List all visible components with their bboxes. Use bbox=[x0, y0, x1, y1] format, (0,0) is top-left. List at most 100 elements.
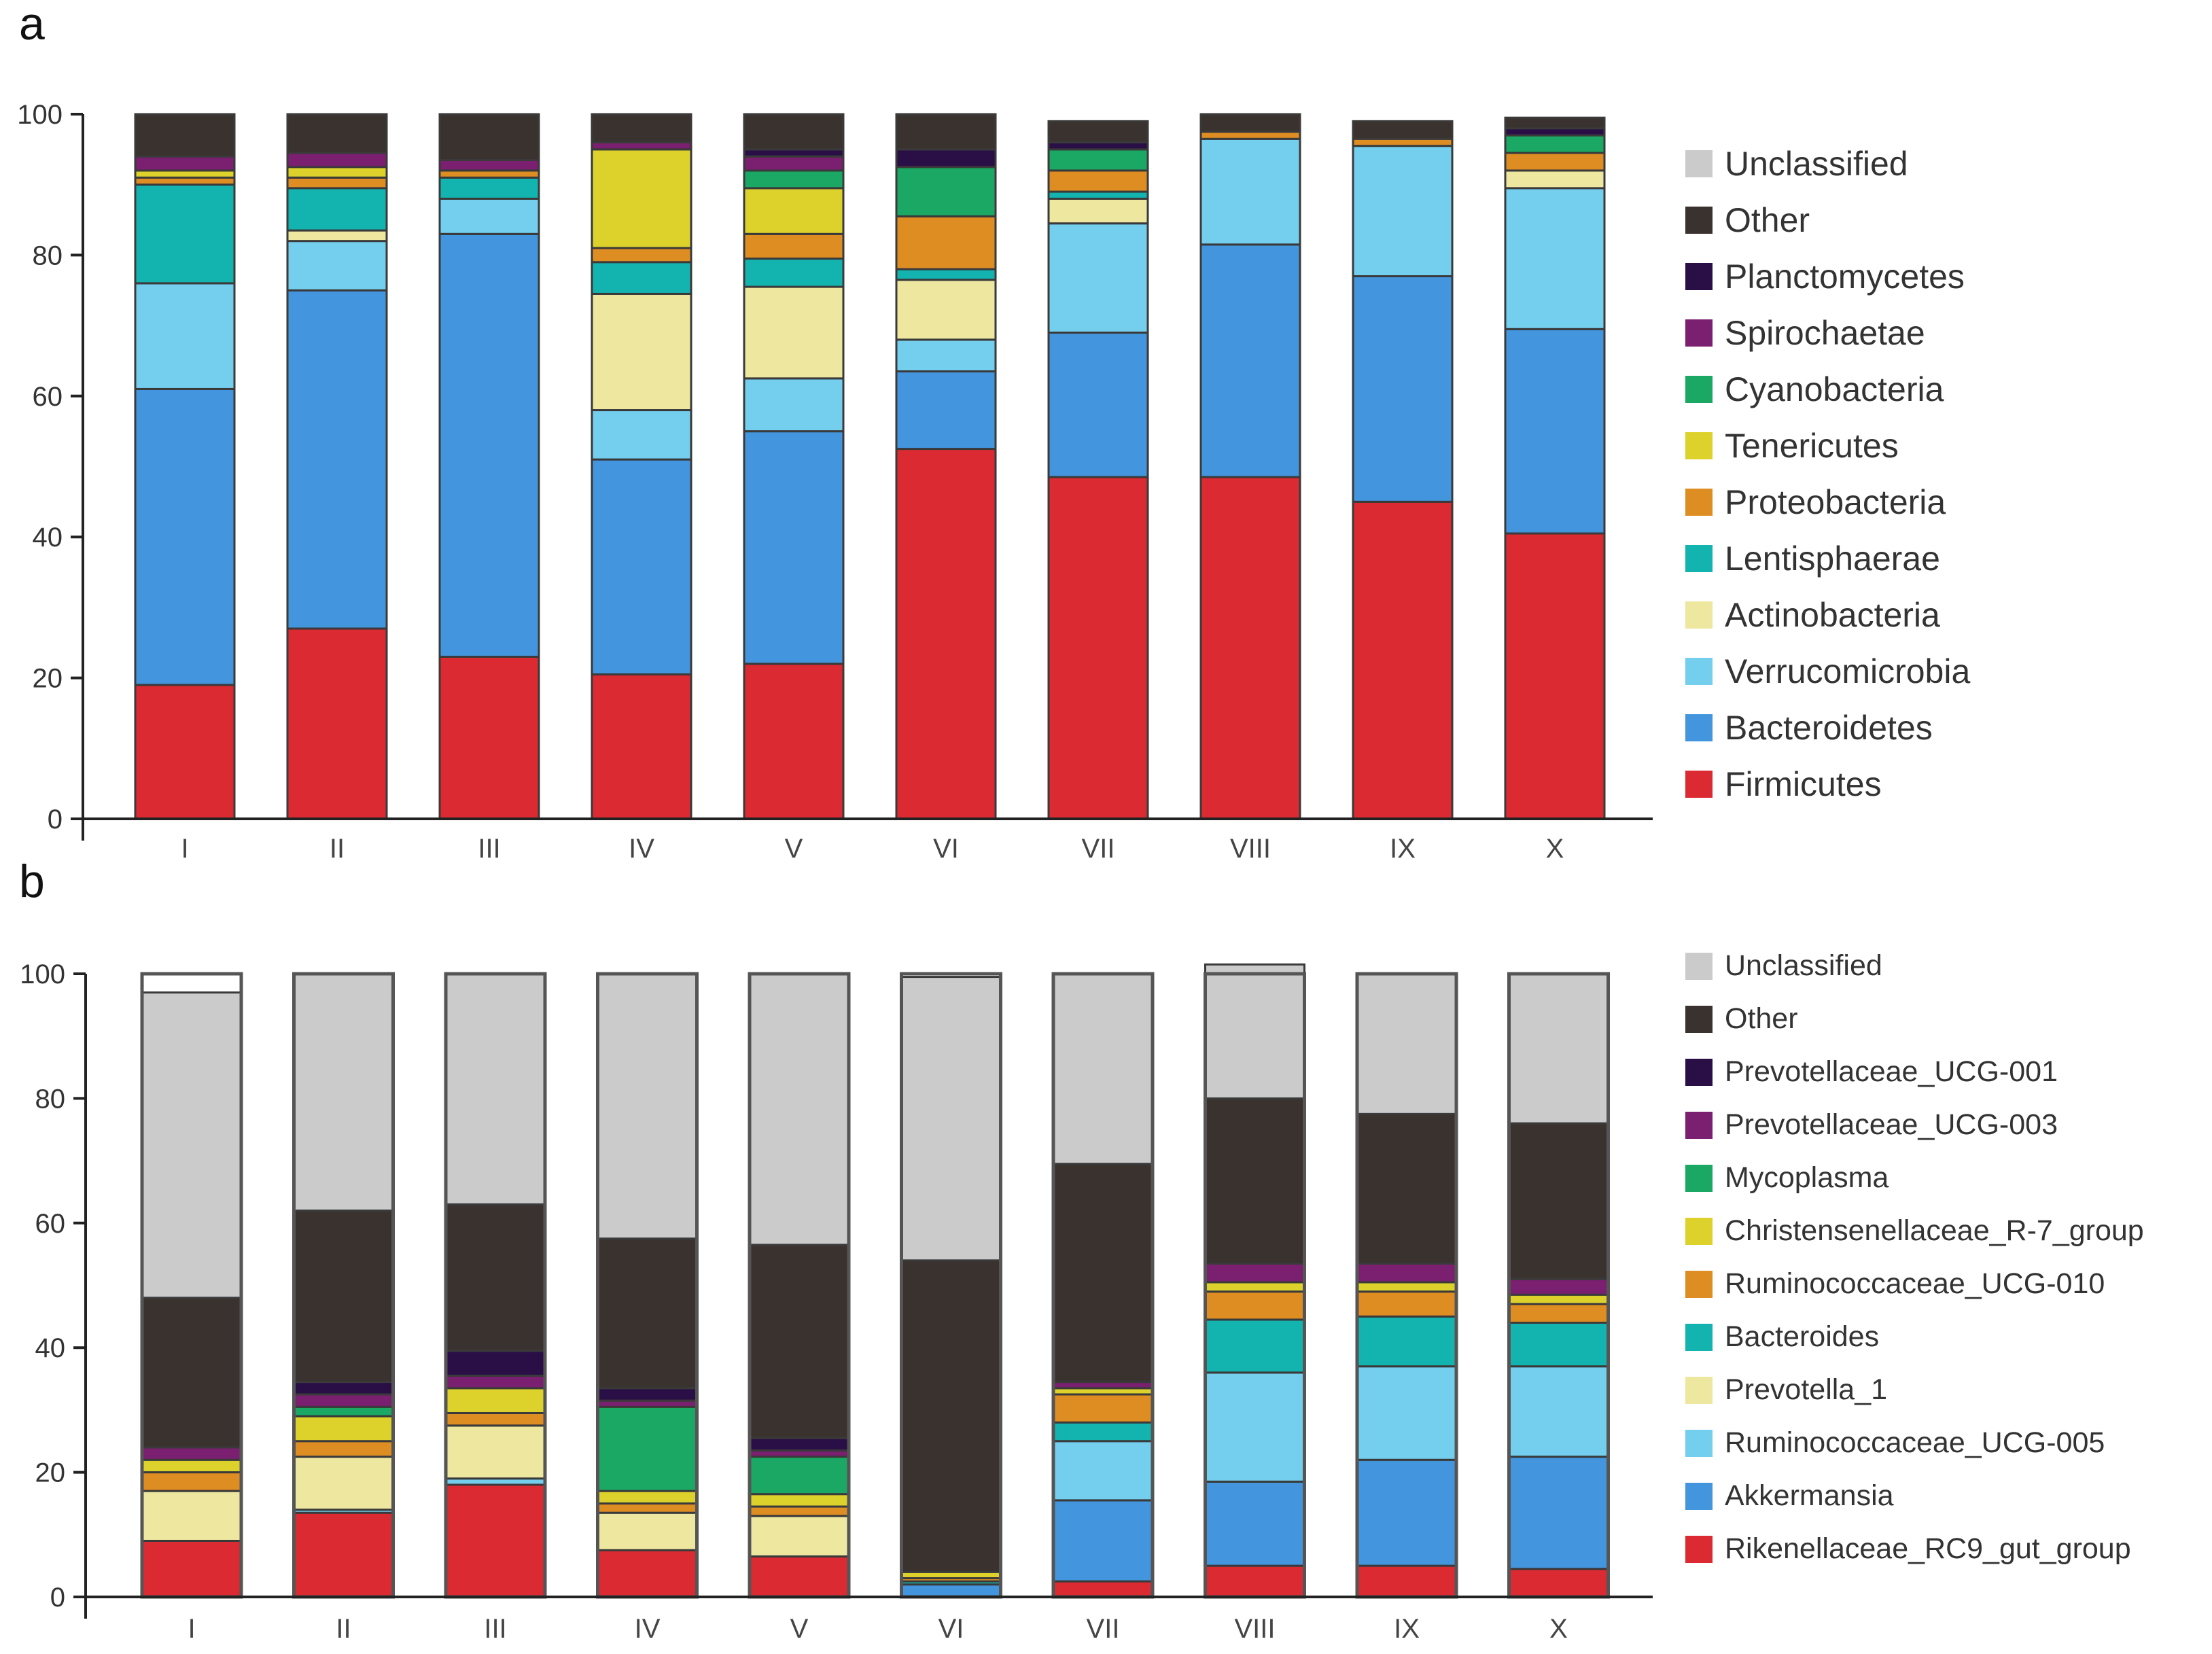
bar-segment-a-iv-proteobacteria bbox=[591, 247, 692, 264]
legend-label-a-cyanobacteria: Cyanobacteria bbox=[1725, 370, 1944, 408]
bar-segment-b-x-akkermansia bbox=[1508, 1456, 1609, 1570]
bar-segment-b-ii-prevotellaceae-ucg-001 bbox=[293, 1381, 394, 1396]
x-tick-label-a-x: X bbox=[1546, 834, 1564, 864]
legend-swatch-b-bacteroides bbox=[1685, 1323, 1713, 1351]
bar-segment-a-v-spirochaetae bbox=[743, 155, 845, 172]
bar-segment-b-iii-prevotella-1 bbox=[444, 1424, 546, 1480]
y-tick-label-a-20: 20 bbox=[33, 664, 63, 694]
legend-swatch-a-bacteroidetes bbox=[1685, 714, 1713, 741]
bar-segment-b-ii-prevotella-1 bbox=[293, 1456, 394, 1511]
bar-segment-b-vi-akkermansia bbox=[900, 1583, 1002, 1598]
bar-segment-b-viii-ruminococcaceae-ucg-005 bbox=[1204, 1371, 1305, 1483]
legend-swatch-b-prevotellaceae-ucg-001 bbox=[1685, 1058, 1713, 1086]
legend-label-a-tenericutes: Tenericutes bbox=[1725, 427, 1899, 465]
bar-segment-b-x-rikenellaceae-rc9-gut-group bbox=[1508, 1568, 1609, 1598]
legend-swatch-b-ruminococcaceae-ucg-010 bbox=[1685, 1270, 1713, 1298]
x-tick-label-a-iii: III bbox=[478, 834, 500, 864]
bar-segment-b-viii-prevotellaceae-ucg-003 bbox=[1204, 1262, 1305, 1284]
bar-segment-a-x-cyanobacteria bbox=[1504, 134, 1606, 154]
bar-segment-a-i-spirochaetae bbox=[134, 155, 236, 172]
bar-segment-a-i-proteobacteria bbox=[134, 176, 236, 186]
legend-label-b-rikenellaceae-rc9-gut-group: Rikenellaceae_RC9_gut_group bbox=[1725, 1532, 2131, 1565]
bar-segment-a-iv-spirochaetae bbox=[591, 141, 692, 151]
bar-segment-b-iii-christensenellaceae-r-7-group bbox=[444, 1387, 546, 1414]
bar-segment-a-x-other bbox=[1504, 116, 1606, 130]
bar-segment-a-ix-bacteroidetes bbox=[1352, 275, 1454, 503]
bar-segment-b-i-ruminococcaceae-ucg-010 bbox=[141, 1471, 243, 1492]
legend-item-b-prevotellaceae-ucg-001: Prevotellaceae_UCG-001 bbox=[1685, 1055, 2058, 1089]
bar-segment-a-ii-tenericutes bbox=[286, 166, 388, 179]
bar-segment-a-x-proteobacteria bbox=[1504, 152, 1606, 172]
legend-item-b-rikenellaceae-rc9-gut-group: Rikenellaceae_RC9_gut_group bbox=[1685, 1532, 2131, 1566]
y-tick-label-b-60: 60 bbox=[35, 1209, 66, 1239]
x-tick-label-a-vi: VI bbox=[933, 834, 959, 864]
legend-label-a-verrucomicrobia: Verrucomicrobia bbox=[1725, 652, 1971, 690]
bar-segment-b-vi-other bbox=[900, 1259, 1002, 1573]
bar-segment-b-iv-christensenellaceae-r-7-group bbox=[597, 1490, 698, 1505]
y-tick-label-b-20: 20 bbox=[35, 1458, 66, 1488]
bar-segment-b-vii-ruminococcaceae-ucg-005 bbox=[1052, 1440, 1154, 1502]
bar-segment-a-vii-lentisphaerae bbox=[1047, 190, 1149, 200]
bar-segment-b-viii-unclassified bbox=[1204, 963, 1305, 1099]
bar-segment-a-v-verrucomicrobia bbox=[743, 377, 845, 433]
bar-segment-a-vii-verrucomicrobia bbox=[1047, 222, 1149, 334]
bar-segment-a-ii-spirochaetae bbox=[286, 152, 388, 169]
bar-segment-a-iii-verrucomicrobia bbox=[438, 197, 540, 235]
legend-item-b-ruminococcaceae-ucg-005: Ruminococcaceae_UCG-005 bbox=[1685, 1426, 2105, 1460]
legend-swatch-a-tenericutes bbox=[1685, 432, 1713, 459]
bar-segment-a-ii-proteobacteria bbox=[286, 176, 388, 190]
bar-segment-b-i-prevotellaceae-ucg-003 bbox=[141, 1446, 243, 1461]
legend-label-b-christensenellaceae-r-7-group: Christensenellaceae_R-7_group bbox=[1725, 1214, 2144, 1247]
bar-segment-a-vii-planctomycetes bbox=[1047, 141, 1149, 151]
legend-swatch-a-cyanobacteria bbox=[1685, 376, 1713, 403]
y-tick-label-a-40: 40 bbox=[33, 523, 63, 552]
y-tick-label-a-60: 60 bbox=[33, 382, 63, 412]
bar-segment-a-vii-firmicutes bbox=[1047, 476, 1149, 820]
bar-segment-b-x-ruminococcaceae-ucg-010 bbox=[1508, 1303, 1609, 1324]
legend-label-b-other: Other bbox=[1725, 1002, 1798, 1035]
x-tick-label-a-viii: VIII bbox=[1230, 834, 1271, 864]
legend-label-a-actinobacteria: Actinobacteria bbox=[1725, 596, 1940, 634]
x-tick-label-b-iii: III bbox=[484, 1614, 506, 1644]
legend-item-a-spirochaetae: Spirochaetae bbox=[1685, 313, 1925, 353]
bar-segment-b-vii-unclassified bbox=[1052, 972, 1154, 1165]
x-tick-label-b-vi: VI bbox=[938, 1614, 964, 1644]
bar-segment-a-vii-other bbox=[1047, 120, 1149, 143]
bar-segment-b-ix-other bbox=[1356, 1112, 1458, 1265]
bar-segment-a-iii-bacteroidetes bbox=[438, 232, 540, 658]
bar-segment-b-vii-bacteroides bbox=[1052, 1421, 1154, 1443]
bar-segment-b-x-ruminococcaceae-ucg-005 bbox=[1508, 1365, 1609, 1458]
bar-segment-a-ii-other bbox=[286, 113, 388, 154]
bar-segment-b-v-rikenellaceae-rc9-gut-group bbox=[748, 1555, 850, 1598]
legend-item-a-planctomycetes: Planctomycetes bbox=[1685, 257, 1965, 296]
bar-segment-b-ix-rikenellaceae-rc9-gut-group bbox=[1356, 1564, 1458, 1598]
bar-segment-a-ii-bacteroidetes bbox=[286, 289, 388, 630]
legend-item-a-firmicutes: Firmicutes bbox=[1685, 764, 1882, 804]
bar-segment-a-iv-verrucomicrobia bbox=[591, 409, 692, 461]
legend-item-b-ruminococcaceae-ucg-010: Ruminococcaceae_UCG-010 bbox=[1685, 1267, 2105, 1301]
bar-segment-b-ii-rikenellaceae-rc9-gut-group bbox=[293, 1511, 394, 1598]
bar-segment-b-iii-ruminococcaceae-ucg-010 bbox=[444, 1411, 546, 1427]
legend-label-b-bacteroides: Bacteroides bbox=[1725, 1320, 1880, 1353]
legend-label-b-mycoplasma: Mycoplasma bbox=[1725, 1161, 1889, 1194]
legend-swatch-a-other bbox=[1685, 207, 1713, 234]
legend-label-b-akkermansia: Akkermansia bbox=[1725, 1479, 1894, 1512]
legend-label-b-prevotella-1: Prevotella_1 bbox=[1725, 1373, 1888, 1406]
bar-segment-b-iv-other bbox=[597, 1237, 698, 1390]
bar-segment-a-i-tenericutes bbox=[134, 169, 236, 179]
x-tick-label-a-vii: VII bbox=[1082, 834, 1115, 864]
legend-item-a-unclassified: Unclassified bbox=[1685, 144, 1908, 183]
x-tick-label-a-ix: IX bbox=[1390, 834, 1416, 864]
bar-segment-b-x-other bbox=[1508, 1122, 1609, 1280]
bar-segment-b-viii-christensenellaceae-r-7-group bbox=[1204, 1281, 1305, 1293]
bar-segment-b-vii-ruminococcaceae-ucg-010 bbox=[1052, 1393, 1154, 1424]
legend-swatch-b-rikenellaceae-rc9-gut-group bbox=[1685, 1535, 1713, 1563]
legend-swatch-b-mycoplasma bbox=[1685, 1164, 1713, 1192]
legend-label-b-ruminococcaceae-ucg-005: Ruminococcaceae_UCG-005 bbox=[1725, 1426, 2105, 1459]
legend-swatch-a-actinobacteria bbox=[1685, 601, 1713, 629]
bar-segment-a-vii-bacteroidetes bbox=[1047, 331, 1149, 478]
bar-segment-a-vi-other bbox=[895, 113, 997, 151]
legend-label-b-prevotellaceae-ucg-001: Prevotellaceae_UCG-001 bbox=[1725, 1055, 2058, 1088]
bar-segment-b-iv-rikenellaceae-rc9-gut-group bbox=[597, 1549, 698, 1598]
bar-segment-a-iv-bacteroidetes bbox=[591, 458, 692, 675]
